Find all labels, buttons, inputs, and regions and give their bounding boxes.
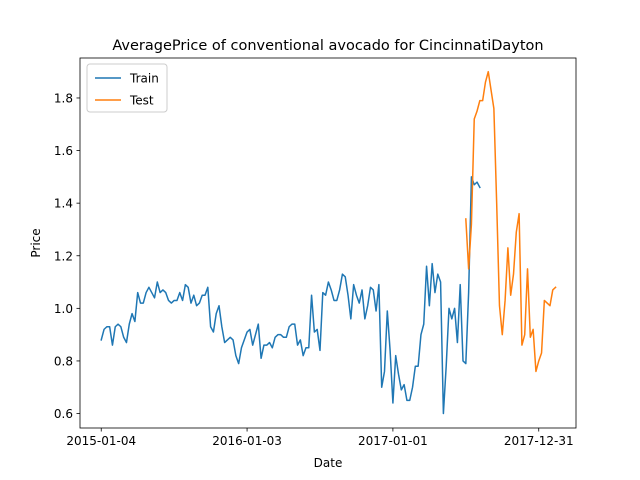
- x-tick-label: 2016-01-03: [212, 434, 282, 448]
- series-line-train: [100, 176, 481, 415]
- y-tick-label: 0.8: [54, 354, 73, 368]
- y-tick-label: 1.6: [54, 144, 73, 158]
- y-tick-label: 1.8: [54, 91, 73, 105]
- y-tick-label: 0.6: [54, 407, 73, 421]
- plot-area: [100, 70, 557, 415]
- axes: 2015-01-04 2016-01-03 2017-01-01 2017-12-31…: [54, 57, 577, 448]
- y-axis-label: Price: [29, 228, 43, 257]
- series-line-test: [465, 70, 557, 373]
- x-tick-label: 2017-12-31: [504, 434, 574, 448]
- legend-label-test: Test: [129, 94, 154, 108]
- x-tick-label: 2017-01-01: [358, 434, 428, 448]
- y-tick-label: 1.2: [54, 249, 73, 263]
- y-tick-label: 1.4: [54, 197, 73, 211]
- legend: Train Test: [86, 63, 168, 113]
- chart-title: AveragePrice of conventional avocado for…: [112, 38, 543, 54]
- x-axis-label: Date: [314, 456, 343, 470]
- axes-frame: [79, 57, 577, 429]
- y-tick-label: 1.0: [54, 302, 73, 316]
- x-tick-label: 2015-01-04: [66, 434, 136, 448]
- legend-label-train: Train: [129, 72, 159, 86]
